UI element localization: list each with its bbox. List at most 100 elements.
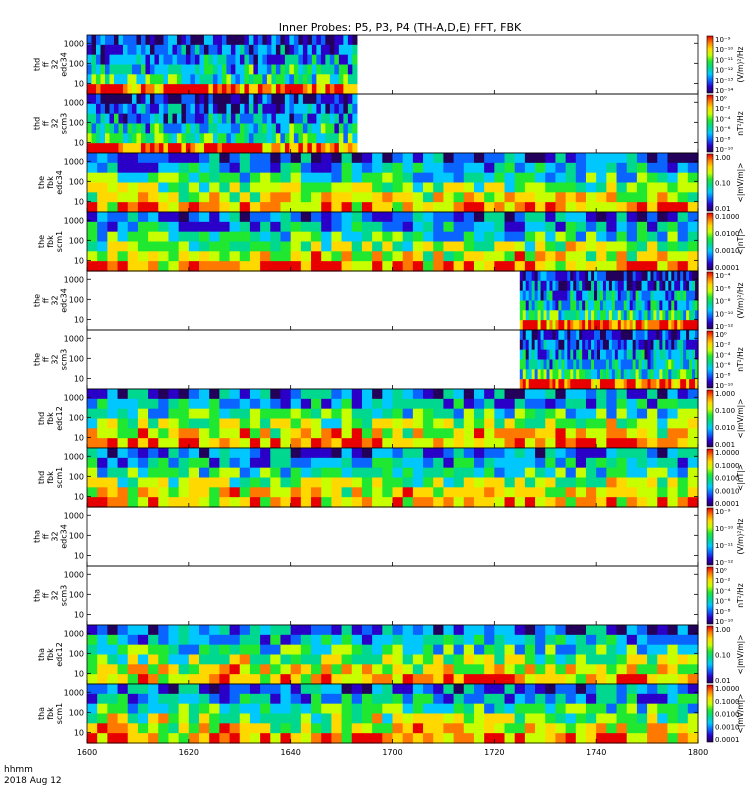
colorbar: 1.00 0.10 0.01 <|mV/m|> [706,153,745,213]
colorbar-tick-label: 10⁻¹⁰ [715,46,733,54]
y-tick-label: 1000 [64,629,84,638]
y-tick-label: 100 [69,649,84,658]
y-tick-label: 100 [69,236,84,245]
colorbar: 10⁰ 10⁻² 10⁻⁴ 10⁻⁶ 10⁻⁸ 10⁻¹⁰ nT²/Hz [706,566,745,626]
colorbar-unit-label: <|nT|> [736,464,745,491]
y-tick-label: 1000 [64,216,84,225]
time-unit-label: hhmm [4,765,33,775]
y-tick-label: 1000 [64,570,84,579]
colorbar-tick-label: 10⁻⁹ [715,508,731,516]
y-tick-label: 100 [69,472,84,481]
y-tick-label: 100 [69,708,84,717]
colorbar: 10⁰ 10⁻² 10⁻⁴ 10⁻⁶ 10⁻⁸ 10⁻¹⁰ nT²/Hz [706,94,745,154]
colorbar-tick-label: 0.0010 [715,247,740,255]
colorbar-tick-label: 0.100 [715,407,735,415]
colorbar-tick-label: 10⁻¹² [715,67,733,75]
colorbar-tick-label: 10⁻⁸ [715,298,731,306]
colorbar-tick-label: 10⁻⁶ [715,126,731,134]
x-tick-label: 1620 [179,748,199,757]
colorbar-tick-label: 0.001 [715,441,735,449]
colorbar-tick-label: 10⁰ [715,567,727,575]
colorbar-tick-label: 10⁻² [715,577,731,585]
colorbar: 0.1000 0.0100 0.0010 0.0001 <|nT|> [706,212,745,272]
y-tick-label: 100 [69,413,84,422]
colorbar-unit-label: nT²/Hz [736,111,745,136]
spectrogram-data [519,271,699,331]
y-tick-label: 10 [74,551,84,560]
colorbar-tick-label: 10⁻¹⁰ [715,310,733,318]
panel-ylabel: thefbkedc34 [37,170,64,195]
y-tick-label: 100 [69,177,84,186]
y-tick-label: 10 [74,433,84,442]
colorbar: 1.00 0.10 0.01 <|mV/m|> [706,625,745,685]
panel-ylabel: thafbkscm1 [37,703,64,724]
y-tick-label: 1000 [64,688,84,697]
y-tick-label: 10 [74,79,84,88]
colorbar-tick-label: 0.01 [715,205,731,213]
y-tick-label: 1000 [64,511,84,520]
colorbar-tick-label: 10⁻⁴ [715,115,731,123]
x-tick-label: 1800 [688,748,708,757]
spectrogram-panel: 101001000theff32scm310⁰10⁻²10⁻⁴10⁻⁶10⁻⁸1… [33,329,745,390]
spectrogram-data [87,212,699,272]
colorbar-tick-label: 0.0100 [715,230,740,238]
spectrogram-panel: 101001000thdff32scm310⁰10⁻²10⁻⁴10⁻⁶10⁻⁸1… [33,93,745,154]
colorbar-unit-label: <|nT|> [736,228,745,255]
colorbar-unit-label: (V/m)²/Hz [736,46,745,82]
date-label: 2018 Aug 12 [4,776,62,786]
time-axis: 1600 1620 1640 1700 1720 1740 1800 [77,90,708,757]
colorbar-tick-label: 10⁻¹⁰ [715,382,733,390]
colorbar-tick-label: 10⁻¹¹ [715,542,733,550]
spectrogram-panel: 101001000thaff32scm310⁰10⁻²10⁻⁴10⁻⁶10⁻⁸1… [33,565,745,626]
colorbar-tick-label: 10⁰ [715,331,727,339]
y-tick-label: 1000 [64,393,84,402]
colorbar-tick-label: 0.0010 [715,487,740,495]
colorbar-unit-label: <|mV/m|> [736,635,745,675]
spectrogram-data [87,448,699,508]
y-tick-label: 100 [69,118,84,127]
colorbar-tick-label: 10⁰ [715,95,727,103]
colorbar-tick-label: 10⁻⁴ [715,587,731,595]
panel-ylabel: thaff32edc34 [33,524,69,549]
colorbar-tick-label: 10⁻¹³ [715,77,733,85]
colorbar-tick-label: 10⁻⁸ [715,372,731,380]
colorbar-tick-label: 0.10 [715,652,731,660]
spectrogram-data [87,94,358,154]
y-tick-label: 100 [69,354,84,363]
y-tick-label: 10 [74,669,84,678]
panel-stack: 10 100 1000 thdff32edc34 10⁻⁹ 10⁻¹⁰ 10⁻¹¹ 10⁻¹²… [33,34,745,744]
x-tick-label: 1640 [280,748,300,757]
x-tick-label: 1740 [586,748,606,757]
panel-ylabel: thefbkscm1 [37,231,64,252]
colorbar-tick-label: 0.0010 [715,723,740,731]
colorbar-tick-label: 10⁻¹⁰ [715,146,733,154]
colorbar-tick-label: 10⁻¹¹ [715,56,733,64]
colorbar-unit-label: <|mV/m|> [736,163,745,203]
colorbar-unit-label: nT²/Hz [736,347,745,372]
y-tick-label: 10 [74,315,84,324]
colorbar-tick-label: 10⁻⁸ [715,608,731,616]
x-tick-label: 1700 [382,748,402,757]
colorbar-tick-label: 10⁻⁸ [715,136,731,144]
y-tick-label: 1000 [64,452,84,461]
colorbar: 10⁰ 10⁻² 10⁻⁴ 10⁻⁶ 10⁻⁸ 10⁻¹⁰ nT²/Hz [706,330,745,390]
spectrogram-data [519,330,699,390]
spectrogram-data [87,625,699,685]
colorbar-tick-label: 10⁻¹⁰ [715,618,733,626]
x-tick-label: 1720 [484,748,504,757]
colorbar: 10⁻⁹ 10⁻¹⁰ 10⁻¹¹ 10⁻¹²(V/m)²/Hz [706,507,745,567]
spectrogram-data [87,153,699,213]
colorbar-tick-label: 10⁻⁴ [715,272,731,280]
colorbar-tick-label: 10⁻¹⁴ [715,87,733,95]
colorbar-tick-label: 10⁻² [715,341,731,349]
colorbar-tick-label: 10⁻⁶ [715,598,731,606]
colorbar-tick-label: 0.010 [715,424,735,432]
y-tick-label: 1000 [64,275,84,284]
y-tick-label: 100 [69,531,84,540]
y-tick-label: 10 [74,492,84,501]
colorbar-tick-label: 0.10 [715,180,731,188]
colorbar-unit-label: (V/m)²/Hz [736,282,745,318]
panel-ylabel: thdfbkscm1 [37,467,64,488]
